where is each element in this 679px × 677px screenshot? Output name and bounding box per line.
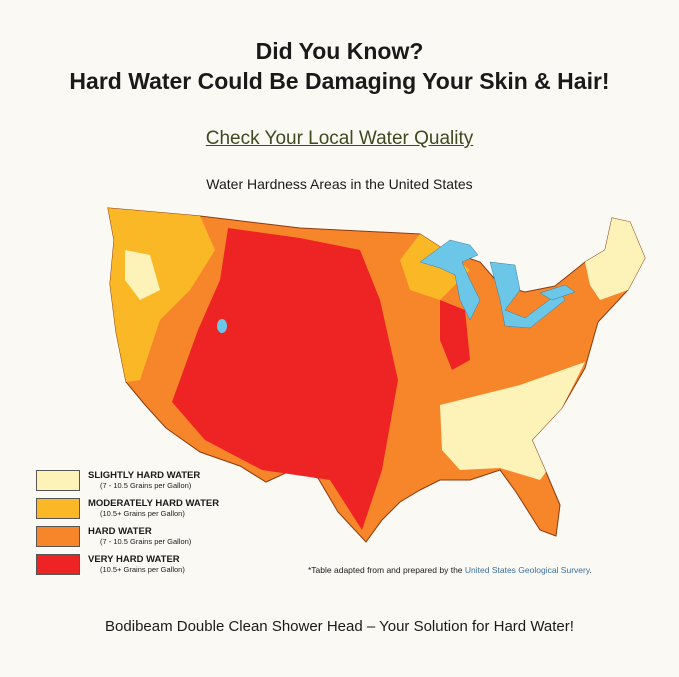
lake-ontario	[539, 284, 576, 301]
usgs-link[interactable]: United States Geological Survery	[464, 565, 590, 575]
legend-item-moderately: MODERATELY HARD WATER (10.5+ Grains per G…	[36, 498, 219, 520]
legend-sublabel: (10.5+ Grains per Gallon)	[100, 509, 185, 518]
legend-label: VERY HARD WATER	[88, 554, 180, 565]
great-salt-lake	[217, 319, 227, 333]
map-title: Water Hardness Areas in the United State…	[206, 176, 473, 192]
region-slightly-hard-ne	[585, 218, 645, 300]
note-text: *Table adapted from and prepared by the	[308, 565, 465, 575]
region-moderately-hard	[108, 208, 215, 382]
legend-item-slightly: SLIGHTLY HARD WATER (7 - 10.5 Grains per …	[36, 470, 219, 492]
legend-label: MODERATELY HARD WATER	[88, 498, 220, 509]
region-moderately-hard-east	[400, 234, 470, 300]
legend-sublabel: (10.5+ Grains per Gallon)	[100, 565, 185, 574]
headline-line2: Hard Water Could Be Damaging Your Skin &…	[69, 68, 610, 94]
source-note: *Table adapted from and prepared by the …	[308, 565, 592, 575]
region-slightly-hard-west	[125, 250, 160, 300]
check-water-quality-link[interactable]: Check Your Local Water Quality	[205, 128, 474, 149]
headline-line1: Did You Know?	[255, 38, 424, 64]
legend-item-very: VERY HARD WATER (10.5+ Grains per Gallon)	[36, 554, 219, 576]
legend-sublabel: (7 - 10.5 Grains per Gallon)	[100, 481, 192, 490]
great-lakes	[419, 239, 481, 321]
legend-swatch	[36, 470, 80, 491]
headline: Did You Know? Hard Water Could Be Damagin…	[0, 36, 679, 96]
legend-item-hard: HARD WATER (7 - 10.5 Grains per Gallon)	[36, 526, 219, 548]
legend: SLIGHTLY HARD WATER (7 - 10.5 Grains per …	[36, 470, 219, 582]
region-slightly-hard	[440, 362, 585, 480]
legend-swatch	[36, 498, 80, 519]
note-end: .	[589, 565, 592, 575]
legend-swatch	[36, 526, 80, 547]
region-very-hard	[172, 228, 398, 530]
legend-label: SLIGHTLY HARD WATER	[88, 470, 201, 481]
legend-sublabel: (7 - 10.5 Grains per Gallon)	[100, 537, 192, 546]
legend-label: HARD WATER	[88, 526, 152, 537]
legend-swatch	[36, 554, 80, 575]
footer-tagline: Bodibeam Double Clean Shower Head – Your…	[105, 618, 574, 635]
region-very-hard-midwest	[440, 300, 470, 370]
